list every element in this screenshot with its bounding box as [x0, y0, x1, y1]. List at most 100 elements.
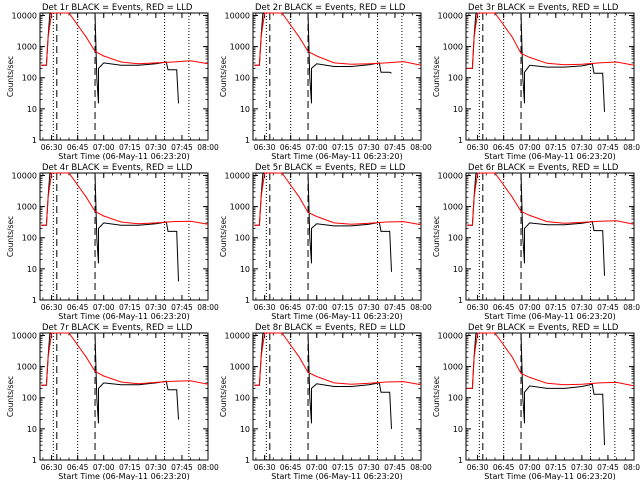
y-axis-label: Counts/sec	[432, 376, 441, 417]
x-tick-label: 06:30	[467, 303, 489, 312]
x-axis-label: Start Time (06-May-11 06:23:20)	[271, 152, 402, 161]
series-lld-line	[467, 332, 635, 389]
series-lld-line	[467, 172, 635, 226]
x-tick-label: 07:00	[306, 303, 328, 312]
y-axis-label: Counts/sec	[219, 376, 228, 417]
x-tick-label: 08:00	[197, 303, 219, 312]
series-events-line	[467, 172, 605, 276]
x-tick-label: 07:00	[93, 143, 115, 152]
x-tick-label: 08:00	[623, 303, 640, 312]
x-tick-label: 07:00	[306, 143, 328, 152]
y-tick-label: 1	[245, 136, 250, 145]
x-tick-label: 07:15	[119, 143, 141, 152]
x-tick-label: 07:45	[384, 463, 406, 472]
x-tick-label: 07:45	[597, 463, 619, 472]
x-tick-label: 08:00	[623, 463, 640, 472]
x-tick-label: 06:45	[493, 463, 515, 472]
x-tick-label: 06:30	[41, 303, 63, 312]
x-tick-label: 07:00	[519, 463, 541, 472]
x-axis-label: Start Time (06-May-11 06:23:20)	[58, 472, 189, 480]
y-tick-label: 1	[458, 296, 463, 305]
x-tick-label: 07:00	[93, 303, 115, 312]
chart-panel: Det 1r BLACK = Events, RED = LLD 1 10 100 10…	[6, 3, 219, 161]
y-tick-label: 10	[453, 265, 463, 274]
y-axis-label: Counts/sec	[219, 216, 228, 257]
y-tick-label: 10	[27, 105, 37, 114]
chart-title: Det 4r BLACK = Events, RED = LLD	[42, 163, 193, 173]
x-axis-label: Start Time (06-May-11 06:23:20)	[484, 472, 615, 480]
chart-title: Det 6r BLACK = Events, RED = LLD	[468, 163, 619, 173]
chart-title: Det 2r BLACK = Events, RED = LLD	[255, 3, 406, 13]
y-tick-label: 1	[458, 136, 463, 145]
chart-title: Det 9r BLACK = Events, RED = LLD	[468, 323, 619, 333]
y-tick-label: 1	[32, 296, 37, 305]
x-axis-label: Start Time (06-May-11 06:23:20)	[484, 312, 615, 321]
x-tick-label: 06:30	[254, 303, 276, 312]
x-tick-label: 08:00	[197, 463, 219, 472]
chart-panel: Det 5r BLACK = Events, RED = LLD 1 10 100 10…	[219, 163, 432, 321]
y-tick-label: 1000	[17, 363, 37, 372]
series-lld-line	[41, 172, 209, 226]
x-tick-label: 07:15	[332, 463, 354, 472]
x-tick-label: 07:15	[545, 463, 567, 472]
x-tick-label: 07:00	[306, 463, 328, 472]
y-tick-label: 100	[448, 74, 463, 83]
series-lld-line	[254, 12, 422, 66]
x-tick-label: 06:30	[41, 463, 63, 472]
y-tick-label: 1000	[230, 363, 250, 372]
y-axis-label: Counts/sec	[6, 216, 15, 257]
y-tick-label: 10000	[225, 11, 250, 20]
x-tick-label: 06:45	[280, 463, 302, 472]
y-tick-label: 1000	[230, 43, 250, 52]
plot-frame	[252, 172, 422, 301]
chart-title: Det 8r BLACK = Events, RED = LLD	[255, 323, 406, 333]
x-tick-label: 08:00	[410, 303, 432, 312]
y-tick-label: 1000	[443, 363, 463, 372]
x-tick-label: 06:30	[41, 143, 63, 152]
x-axis-label: Start Time (06-May-11 06:23:20)	[271, 472, 402, 480]
x-tick-label: 06:30	[254, 143, 276, 152]
x-tick-label: 07:15	[119, 303, 141, 312]
chart-panel: Det 7r BLACK = Events, RED = LLD 1 10 100 10…	[6, 323, 219, 480]
x-tick-label: 06:45	[67, 143, 89, 152]
x-tick-label: 07:00	[93, 463, 115, 472]
x-tick-label: 06:45	[280, 143, 302, 152]
x-tick-label: 07:15	[332, 143, 354, 152]
x-tick-label: 07:15	[545, 303, 567, 312]
x-tick-label: 07:30	[358, 303, 380, 312]
series-lld-line	[254, 332, 422, 386]
y-tick-label: 10000	[12, 11, 37, 20]
y-tick-label: 100	[235, 74, 250, 83]
plot-frame	[39, 332, 209, 461]
y-tick-label: 1	[32, 456, 37, 465]
y-tick-label: 1000	[443, 43, 463, 52]
series-lld-line	[41, 332, 209, 386]
chart-panel: Det 3r BLACK = Events, RED = LLD 1 10 100 10…	[432, 3, 640, 161]
x-tick-label: 07:00	[519, 143, 541, 152]
x-tick-label: 06:30	[467, 143, 489, 152]
x-tick-label: 06:30	[467, 463, 489, 472]
x-tick-label: 07:30	[358, 463, 380, 472]
y-axis-label: Counts/sec	[432, 216, 441, 257]
chart-title: Det 1r BLACK = Events, RED = LLD	[42, 3, 193, 13]
plot-frame	[39, 172, 209, 301]
x-tick-label: 07:30	[571, 303, 593, 312]
y-tick-label: 10	[240, 105, 250, 114]
x-tick-label: 07:30	[145, 143, 167, 152]
y-tick-label: 100	[22, 74, 37, 83]
y-tick-label: 10000	[12, 331, 37, 340]
x-tick-label: 06:45	[67, 463, 89, 472]
y-tick-label: 1	[32, 136, 37, 145]
x-tick-label: 06:45	[67, 303, 89, 312]
x-tick-label: 07:30	[358, 143, 380, 152]
y-axis-label: Counts/sec	[6, 376, 15, 417]
chart-panel: Det 2r BLACK = Events, RED = LLD 1 10 100 10…	[219, 3, 432, 161]
y-tick-label: 10000	[438, 11, 463, 20]
chart-title: Det 3r BLACK = Events, RED = LLD	[468, 3, 619, 13]
y-tick-label: 100	[448, 394, 463, 403]
x-tick-label: 06:45	[280, 303, 302, 312]
y-tick-label: 1000	[443, 203, 463, 212]
x-tick-label: 07:15	[119, 463, 141, 472]
